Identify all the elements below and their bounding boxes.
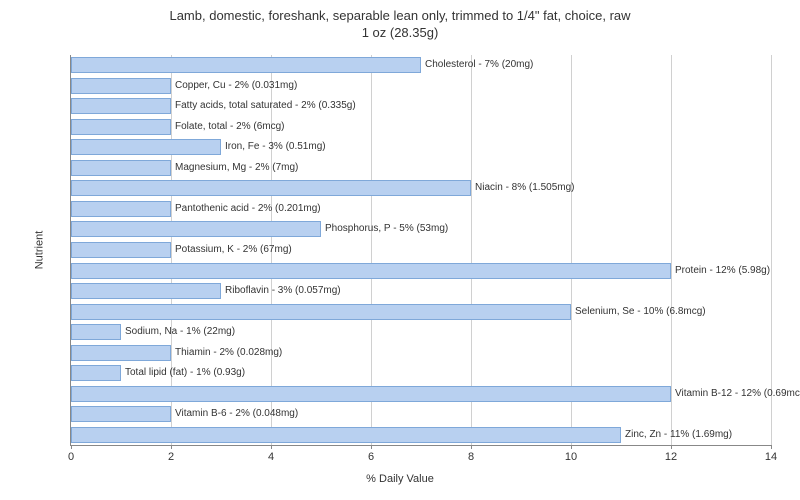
nutrient-bar	[71, 345, 171, 361]
nutrient-bar-label: Pantothenic acid - 2% (0.201mg)	[171, 201, 321, 217]
x-tick-label: 14	[765, 451, 777, 463]
nutrient-bar-label: Magnesium, Mg - 2% (7mg)	[171, 160, 298, 176]
x-tick-label: 10	[565, 451, 577, 463]
nutrient-bar-label: Phosphorus, P - 5% (53mg)	[321, 221, 448, 237]
nutrient-bar	[71, 263, 671, 279]
title-line1: Lamb, domestic, foreshank, separable lea…	[169, 8, 630, 23]
nutrient-bar-label: Riboflavin - 3% (0.057mg)	[221, 283, 341, 299]
x-tick-mark	[771, 445, 772, 449]
nutrient-bar-label: Selenium, Se - 10% (6.8mcg)	[571, 304, 706, 320]
x-axis-label: % Daily Value	[366, 473, 434, 485]
title-line2: 1 oz (28.35g)	[362, 25, 439, 40]
nutrient-bar-label: Iron, Fe - 3% (0.51mg)	[221, 139, 326, 155]
x-tick-mark	[371, 445, 372, 449]
nutrient-bar-label: Potassium, K - 2% (67mg)	[171, 242, 292, 258]
nutrient-bar	[71, 160, 171, 176]
nutrient-bar-label: Sodium, Na - 1% (22mg)	[121, 324, 235, 340]
nutrient-bar	[71, 324, 121, 340]
nutrient-bar	[71, 78, 171, 94]
x-tick-mark	[671, 445, 672, 449]
x-tick-label: 6	[368, 451, 374, 463]
nutrient-bar-label: Niacin - 8% (1.505mg)	[471, 180, 574, 196]
x-tick-mark	[71, 445, 72, 449]
nutrient-bar-label: Fatty acids, total saturated - 2% (0.335…	[171, 98, 356, 114]
x-tick-label: 12	[665, 451, 677, 463]
nutrient-bar	[71, 427, 621, 443]
x-tick-mark	[271, 445, 272, 449]
x-tick-mark	[171, 445, 172, 449]
nutrient-chart: Lamb, domestic, foreshank, separable lea…	[0, 0, 800, 500]
nutrient-bar-label: Vitamin B-12 - 12% (0.69mcg)	[671, 386, 800, 402]
x-tick-mark	[471, 445, 472, 449]
nutrient-bar-label: Protein - 12% (5.98g)	[671, 263, 770, 279]
chart-title: Lamb, domestic, foreshank, separable lea…	[0, 0, 800, 42]
nutrient-bar	[71, 201, 171, 217]
nutrient-bar	[71, 98, 171, 114]
nutrient-bar-label: Cholesterol - 7% (20mg)	[421, 57, 533, 73]
x-tick-label: 8	[468, 451, 474, 463]
nutrient-bar	[71, 57, 421, 73]
nutrient-bar	[71, 283, 221, 299]
x-tick-label: 0	[68, 451, 74, 463]
x-tick-label: 2	[168, 451, 174, 463]
nutrient-bar	[71, 139, 221, 155]
nutrient-bar	[71, 406, 171, 422]
nutrient-bar	[71, 221, 321, 237]
nutrient-bar	[71, 365, 121, 381]
nutrient-bar	[71, 386, 671, 402]
nutrient-bar-label: Folate, total - 2% (6mcg)	[171, 119, 284, 135]
plot-area: 02468101214Cholesterol - 7% (20mg)Copper…	[70, 55, 771, 446]
y-axis-label: Nutrient	[33, 231, 45, 270]
nutrient-bar-label: Copper, Cu - 2% (0.031mg)	[171, 78, 297, 94]
nutrient-bar	[71, 180, 471, 196]
nutrient-bar	[71, 119, 171, 135]
nutrient-bar-label: Vitamin B-6 - 2% (0.048mg)	[171, 406, 298, 422]
x-tick-label: 4	[268, 451, 274, 463]
x-tick-mark	[571, 445, 572, 449]
nutrient-bar-label: Zinc, Zn - 11% (1.69mg)	[621, 427, 732, 443]
nutrient-bar-label: Thiamin - 2% (0.028mg)	[171, 345, 282, 361]
nutrient-bar	[71, 304, 571, 320]
nutrient-bar	[71, 242, 171, 258]
nutrient-bar-label: Total lipid (fat) - 1% (0.93g)	[121, 365, 245, 381]
